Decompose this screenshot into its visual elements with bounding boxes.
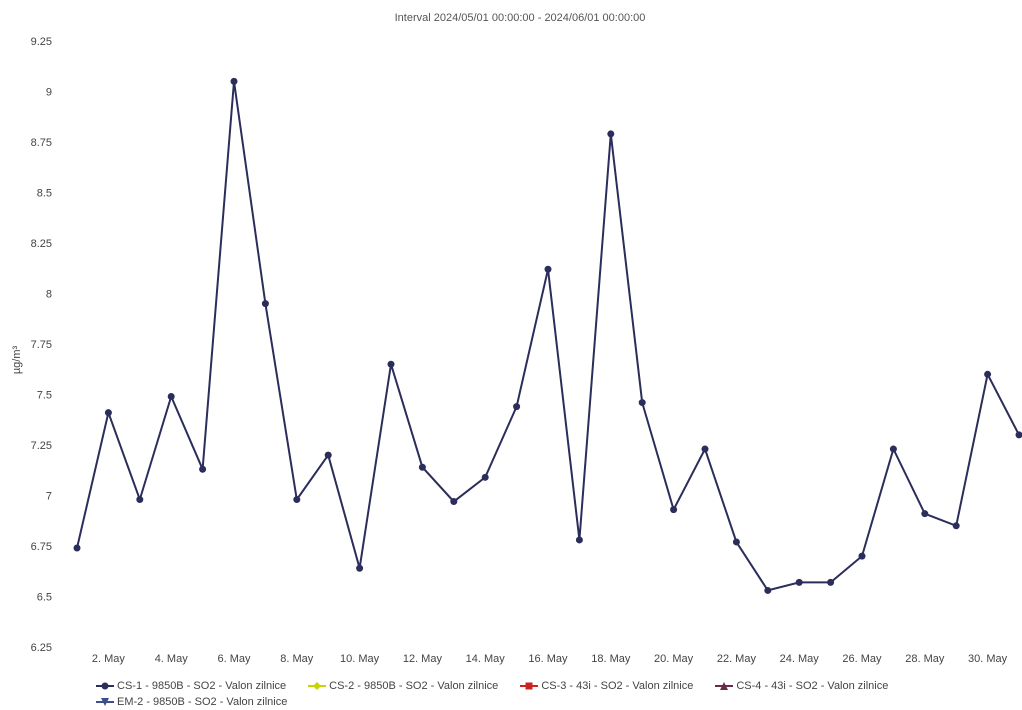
x-tick-label: 4. May [155,653,189,665]
y-axis-label: µg/m³ [11,345,23,374]
data-point[interactable] [702,446,709,453]
data-point[interactable] [545,266,552,273]
legend-label-cs4: CS-4 - 43i - SO2 - Valon zilnice [736,680,888,692]
y-tick-label: 7 [46,491,52,503]
y-tick-label: 8 [46,289,52,301]
data-point[interactable] [262,300,269,307]
data-point[interactable] [796,579,803,586]
x-tick-label: 10. May [340,653,380,665]
triangle-marker-icon [715,681,733,691]
y-tick-label: 6.75 [31,541,52,553]
data-point[interactable] [764,587,771,594]
data-point[interactable] [419,464,426,471]
data-point[interactable] [984,371,991,378]
data-point[interactable] [325,452,332,459]
y-tick-label: 9.25 [31,36,52,48]
data-point[interactable] [639,399,646,406]
legend-item-em2[interactable]: EM-2 - 9850B - SO2 - Valon zilnice [96,696,287,708]
x-tick-label: 18. May [591,653,631,665]
y-tick-label: 9 [46,87,52,99]
x-tick-label: 26. May [842,653,882,665]
x-tick-label: 20. May [654,653,694,665]
series-line-cs1 [77,81,1019,590]
legend-label-cs3: CS-3 - 43i - SO2 - Valon zilnice [541,680,693,692]
data-point[interactable] [890,446,897,453]
legend-item-cs3[interactable]: CS-3 - 43i - SO2 - Valon zilnice [520,680,693,692]
data-point[interactable] [168,393,175,400]
x-axis-ticks: 2. May 4. May 6. May 8. May 10. May 12. May 14… [92,653,1008,665]
data-point[interactable] [576,536,583,543]
data-point[interactable] [733,538,740,545]
data-point[interactable] [450,498,457,505]
x-tick-label: 24. May [780,653,820,665]
y-tick-label: 8.5 [37,188,52,200]
legend-label-cs1: CS-1 - 9850B - SO2 - Valon zilnice [117,680,286,692]
x-tick-label: 8. May [280,653,314,665]
legend-label-cs2: CS-2 - 9850B - SO2 - Valon zilnice [329,680,498,692]
series-layer [74,78,1022,594]
x-tick-label: 2. May [92,653,126,665]
x-tick-label: 6. May [217,653,251,665]
data-point[interactable] [859,553,866,560]
data-point[interactable] [356,565,363,572]
data-point[interactable] [136,496,143,503]
y-axis-ticks: 6.25 6.5 6.75 7 7.25 7.5 7.75 8 8.25 8.5 8.75 9 9.25 [31,36,52,654]
diamond-marker-icon [308,681,326,691]
triangle-down-marker-icon [96,697,114,707]
data-point[interactable] [827,579,834,586]
data-point[interactable] [921,510,928,517]
y-tick-label: 8.25 [31,238,52,250]
data-point[interactable] [231,78,238,85]
x-tick-label: 30. May [968,653,1008,665]
y-tick-label: 6.25 [31,642,52,654]
data-point[interactable] [953,522,960,529]
legend-row-1: CS-1 - 9850B - SO2 - Valon zilnice CS-2 … [96,678,888,694]
y-tick-label: 7.5 [37,390,52,402]
legend-item-cs4[interactable]: CS-4 - 43i - SO2 - Valon zilnice [715,680,888,692]
legend-item-cs2[interactable]: CS-2 - 9850B - SO2 - Valon zilnice [308,680,498,692]
circle-marker-icon [96,681,114,691]
data-point[interactable] [513,403,520,410]
data-point[interactable] [670,506,677,513]
data-point[interactable] [607,130,614,137]
data-point[interactable] [293,496,300,503]
y-tick-label: 8.75 [31,137,52,149]
data-point[interactable] [105,409,112,416]
y-tick-label: 7.75 [31,339,52,351]
data-point[interactable] [388,361,395,368]
legend-label-em2: EM-2 - 9850B - SO2 - Valon zilnice [117,696,287,708]
x-tick-label: 12. May [403,653,443,665]
data-point[interactable] [74,545,81,552]
data-point[interactable] [482,474,489,481]
x-tick-label: 28. May [905,653,945,665]
x-tick-label: 16. May [528,653,568,665]
legend-item-cs1[interactable]: CS-1 - 9850B - SO2 - Valon zilnice [96,680,286,692]
x-tick-label: 14. May [466,653,506,665]
legend: CS-1 - 9850B - SO2 - Valon zilnice CS-2 … [96,678,888,710]
y-tick-label: 7.25 [31,440,52,452]
data-point[interactable] [1016,431,1022,438]
data-point[interactable] [199,466,206,473]
x-tick-label: 22. May [717,653,757,665]
square-marker-icon [520,681,538,691]
y-tick-label: 6.5 [37,592,52,604]
